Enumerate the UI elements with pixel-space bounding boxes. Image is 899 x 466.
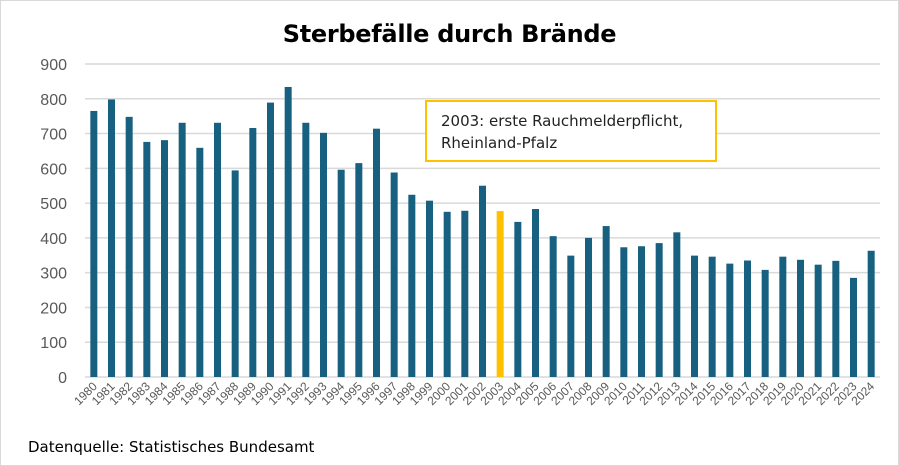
bar-2017 (744, 260, 751, 377)
bar-2019 (779, 256, 787, 377)
bar-2002 (479, 185, 486, 377)
y-tick-label: 200 (40, 300, 67, 317)
annotation-line-1: 2003: erste Rauchmelderpflicht, (441, 112, 684, 130)
bar-2012 (655, 243, 663, 377)
data-source: Datenquelle: Statistisches Bundesamt (28, 438, 315, 456)
y-tick-label: 100 (40, 335, 67, 352)
x-axis-ticks: 1980198119821983198419851986198719881989… (71, 379, 877, 408)
y-tick-label: 600 (40, 161, 67, 178)
bar-1996 (373, 128, 380, 377)
bar-2021 (814, 264, 822, 377)
bar-2007 (567, 255, 575, 377)
bar-2000 (443, 211, 451, 377)
bar-2004 (514, 221, 522, 377)
bar-1995 (355, 163, 363, 377)
bar-2003 (496, 211, 504, 377)
bar-1999 (426, 200, 433, 377)
bar-2001 (461, 210, 469, 377)
bar-1992 (302, 122, 310, 377)
bar-2022 (832, 260, 840, 377)
y-tick-label: 400 (40, 231, 67, 248)
y-tick-label: 900 (40, 57, 67, 74)
bar-1987 (214, 122, 221, 377)
annotation-line-2: Rheinland-Pfalz (441, 134, 558, 152)
bar-2020 (797, 259, 804, 377)
bars (90, 86, 875, 378)
y-tick-label: 700 (40, 127, 67, 144)
bar-2005 (532, 209, 539, 377)
bar-2008 (585, 237, 592, 377)
bar-2015 (708, 256, 716, 377)
y-tick-label: 300 (40, 266, 67, 283)
annotation-box: 2003: erste Rauchmelderpflicht, Rheinlan… (425, 100, 717, 162)
bar-1997 (390, 172, 398, 377)
bar-1985 (178, 122, 186, 377)
bar-2009 (602, 226, 610, 377)
bar-1994 (337, 169, 345, 377)
bar-1998 (408, 194, 416, 377)
y-axis-ticks: 0 100 200 300 400 500 600 700 800 900 (40, 57, 67, 387)
bar-1986 (196, 147, 204, 377)
bar-1989 (249, 127, 257, 377)
bar-1993 (320, 132, 327, 377)
bar-1990 (267, 102, 274, 377)
bar-2006 (549, 236, 557, 377)
y-tick-label: 800 (40, 92, 67, 109)
bar-2011 (638, 246, 645, 377)
bar-1981 (108, 99, 115, 378)
bar-2010 (620, 247, 628, 377)
bar-2024 (867, 250, 875, 377)
bar-1984 (161, 140, 168, 377)
y-tick-label: 500 (40, 196, 67, 213)
bar-1988 (231, 170, 239, 377)
y-tick-label: 0 (58, 370, 67, 387)
bar-1983 (143, 141, 151, 377)
bar-1982 (125, 116, 133, 378)
bar-1991 (284, 86, 292, 377)
bar-1980 (90, 110, 98, 377)
bar-2016 (726, 263, 734, 377)
bar-2023 (850, 277, 857, 377)
bar-2014 (691, 255, 698, 377)
bar-2013 (673, 232, 681, 377)
bar-2018 (761, 269, 769, 377)
chart-title: Sterbefälle durch Brände (282, 20, 617, 48)
